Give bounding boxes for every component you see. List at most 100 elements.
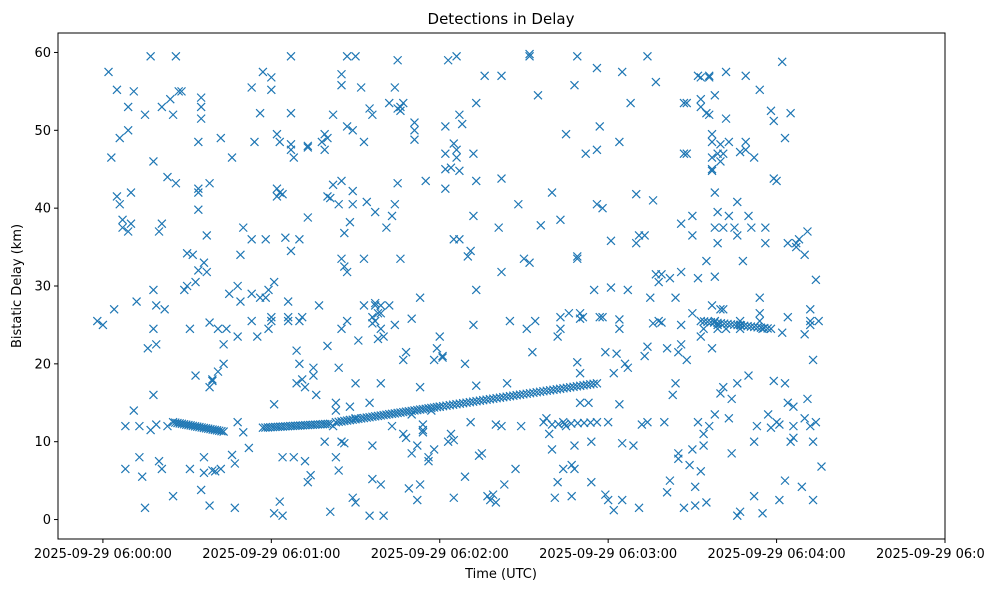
data-point: [348, 199, 358, 209]
data-point: [376, 378, 386, 388]
data-point: [118, 223, 127, 233]
data-point: [772, 176, 782, 186]
data-point: [171, 178, 181, 188]
data-point: [205, 318, 215, 328]
data-point: [707, 153, 717, 162]
data-point: [570, 464, 579, 474]
data-point: [457, 119, 467, 129]
data-point: [429, 355, 439, 365]
data-point: [283, 316, 293, 326]
data-point: [443, 55, 453, 65]
data-point: [247, 83, 257, 92]
data-point: [384, 301, 394, 310]
data-point: [165, 94, 175, 104]
data-point: [157, 102, 167, 112]
data-point: [710, 272, 720, 282]
data-point: [760, 238, 770, 248]
data-point: [676, 219, 686, 229]
data-point: [606, 283, 616, 292]
data-point: [379, 511, 389, 521]
data-point: [600, 490, 610, 500]
data-point: [701, 256, 711, 266]
data-point: [129, 86, 139, 96]
data-point: [586, 477, 596, 487]
data-point: [429, 445, 439, 454]
data-point: [572, 357, 582, 367]
data-point: [463, 251, 473, 261]
data-point: [452, 51, 462, 61]
data-point: [685, 460, 694, 470]
data-point: [592, 199, 602, 209]
data-point: [485, 495, 495, 505]
data-point: [393, 55, 403, 65]
data-point: [556, 324, 565, 334]
data-point: [460, 359, 470, 369]
data-point: [659, 417, 669, 427]
data-point: [202, 230, 212, 240]
data-point: [454, 110, 464, 120]
data-point: [805, 421, 815, 431]
data-point: [758, 508, 767, 518]
data-point: [525, 51, 534, 61]
data-point: [693, 71, 703, 81]
data-point: [182, 281, 192, 291]
data-point: [106, 153, 116, 162]
data-point: [396, 102, 405, 112]
data-point: [749, 491, 759, 501]
data-point: [325, 507, 335, 517]
data-point: [732, 511, 742, 521]
data-point: [157, 219, 167, 229]
points-layer: [92, 49, 826, 521]
data-point: [185, 324, 195, 334]
data-point: [477, 448, 487, 458]
data-point: [595, 121, 605, 131]
data-point: [631, 238, 641, 248]
data-point: [598, 203, 607, 213]
data-point: [673, 347, 683, 357]
data-point: [149, 324, 158, 334]
data-point: [516, 421, 526, 431]
data-point: [682, 98, 692, 108]
data-point: [196, 485, 206, 495]
data-point: [617, 495, 627, 505]
data-point: [592, 145, 602, 155]
data-point: [191, 277, 200, 287]
data-point: [123, 227, 133, 236]
data-point: [331, 406, 341, 415]
data-point: [460, 472, 470, 482]
data-point: [488, 490, 498, 500]
y-tick-label: 50: [34, 124, 51, 139]
data-point: [278, 189, 287, 199]
data-point: [261, 293, 271, 303]
data-point: [126, 219, 136, 229]
data-point: [687, 445, 697, 454]
data-point: [323, 419, 333, 429]
data-point: [603, 417, 613, 427]
data-point: [438, 351, 447, 361]
data-point: [334, 466, 344, 475]
data-point: [469, 320, 478, 330]
data-point: [786, 437, 796, 447]
data-point: [337, 324, 346, 334]
data-point: [671, 378, 680, 388]
data-point: [292, 378, 302, 388]
data-point: [337, 254, 346, 264]
data-point: [657, 318, 666, 328]
data-point: [727, 394, 737, 404]
data-point: [356, 83, 366, 92]
data-point: [788, 421, 798, 431]
data-point: [581, 149, 591, 159]
data-point: [732, 378, 742, 388]
data-point: [280, 233, 290, 243]
data-point: [513, 199, 523, 209]
data-point: [648, 318, 658, 328]
data-point: [696, 332, 706, 342]
data-point: [440, 184, 450, 194]
data-point: [376, 301, 386, 310]
data-point: [269, 399, 279, 409]
data-point: [266, 312, 276, 322]
data-point: [278, 452, 287, 462]
data-point: [595, 312, 605, 322]
data-point: [151, 339, 161, 349]
data-point: [112, 85, 122, 95]
